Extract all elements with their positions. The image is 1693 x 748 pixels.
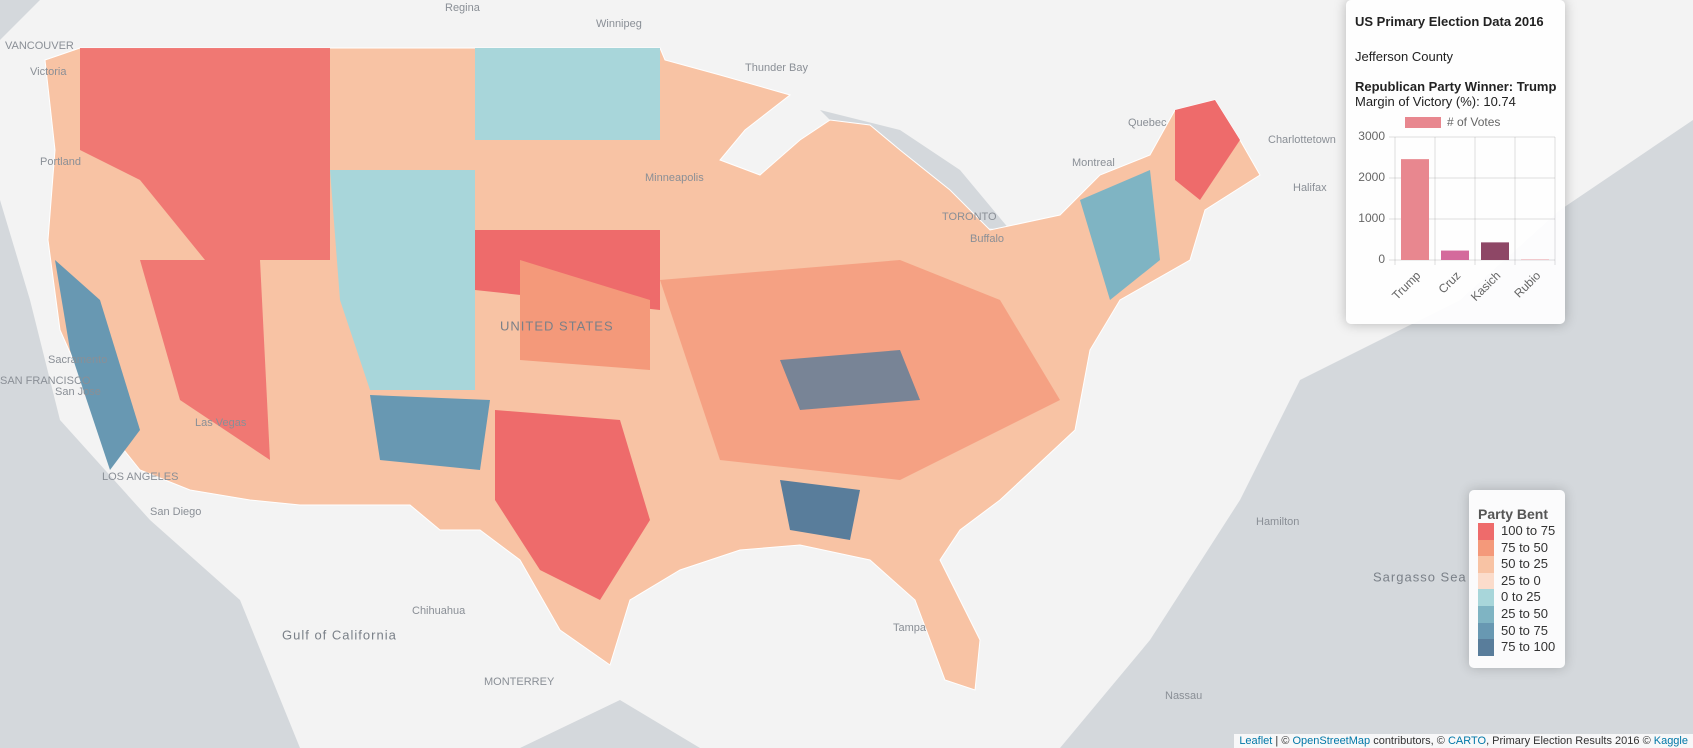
legend-swatch — [1478, 539, 1494, 557]
legend-item-label: 50 to 25 — [1501, 556, 1548, 572]
region-northwest[interactable] — [80, 48, 330, 260]
legend: Party Bent 100 to 75 75 to 50 50 to 25 25 t… — [1469, 490, 1565, 668]
legend-swatch — [1478, 556, 1494, 573]
place-label: Thunder Bay — [745, 62, 808, 74]
bar — [1481, 242, 1509, 260]
region-kansas[interactable] — [520, 260, 650, 370]
legend-swatch — [1478, 589, 1494, 606]
legend-item-label: 75 to 50 — [1501, 539, 1548, 555]
place-label: Montreal — [1072, 157, 1115, 169]
place-label: SAN FRANCISCO — [0, 375, 91, 387]
attribution-link[interactable]: CARTO — [1447, 735, 1487, 747]
attribution-link[interactable]: Kaggle — [1653, 735, 1688, 747]
info-panel: US Primary Election Data 2016 Jefferson … — [1346, 0, 1565, 324]
place-label: Winnipeg — [596, 18, 642, 30]
info-winner: Republican Party Winner: Trump — [1355, 79, 1557, 94]
place-label: Las Vegas — [195, 417, 247, 429]
x-tick-label: Kasich — [1468, 268, 1503, 303]
attribution-link[interactable]: Leaflet — [1239, 735, 1273, 747]
place-label: Portland — [40, 156, 81, 168]
region-nevada[interactable] — [140, 260, 270, 460]
legend-item-label: 0 to 25 — [1501, 589, 1541, 605]
place-label: Sargasso Sea — [1373, 569, 1467, 584]
y-tick-label: 3000 — [1358, 129, 1385, 143]
place-label: UNITED STATES — [500, 318, 614, 333]
info-margin: Margin of Victory (%): 10.74 — [1355, 94, 1516, 109]
place-label: Sacramento — [48, 354, 107, 366]
legend-item-label: 75 to 100 — [1501, 639, 1556, 655]
legend-item-label: 25 to 50 — [1501, 606, 1548, 621]
place-label: Minneapolis — [645, 172, 704, 184]
y-tick-label: 1000 — [1358, 211, 1385, 225]
legend-title: Party Bent — [1478, 506, 1549, 522]
place-label: San Diego — [150, 506, 201, 518]
info-county: Jefferson County — [1355, 49, 1454, 64]
legend-label: # of Votes — [1447, 115, 1500, 129]
place-label: TORONTO — [942, 211, 997, 223]
legend-swatch — [1478, 639, 1494, 656]
attribution-text: | © — [1272, 735, 1293, 747]
legend-item-label: 50 to 75 — [1501, 622, 1548, 638]
place-label: LOS ANGELES — [102, 471, 178, 483]
region-new-mexico[interactable] — [370, 395, 490, 470]
y-tick-label: 0 — [1378, 252, 1385, 266]
bar — [1401, 159, 1429, 260]
attribution: Leaflet | © OpenStreetMap contributors, … — [1234, 734, 1693, 748]
legend-swatch — [1478, 622, 1494, 640]
region-northeast[interactable] — [1080, 170, 1160, 300]
attribution-text: contributors, © — [1370, 735, 1448, 747]
x-tick-label: Cruz — [1436, 268, 1464, 296]
legend-item-label: 100 to 75 — [1501, 523, 1556, 538]
place-label: Buffalo — [970, 233, 1004, 245]
place-label: Nassau — [1165, 690, 1202, 702]
attribution-link[interactable]: OpenStreetMap — [1292, 735, 1371, 747]
place-label: Halifax — [1293, 182, 1327, 194]
place-label: San Jose — [55, 386, 101, 398]
place-label: Gulf of California — [282, 627, 397, 642]
x-tick-label: Rubio — [1511, 268, 1543, 300]
attribution-text: , Primary Election Results 2016 © — [1486, 735, 1654, 747]
region-mountain[interactable] — [330, 170, 475, 390]
place-label: Victoria — [30, 66, 67, 78]
legend-item-label: 25 to 0 — [1501, 572, 1541, 588]
y-tick-label: 2000 — [1358, 170, 1385, 184]
region-california-coast[interactable] — [55, 260, 140, 470]
legend-swatch — [1478, 572, 1494, 590]
votes-chart: # of Votes 0 1000 2000 3000 Trump Cruz Kasich Ru… — [1358, 115, 1556, 304]
region-texas[interactable] — [495, 410, 650, 600]
place-label: Chihuahua — [412, 605, 466, 617]
legend-swatch — [1478, 606, 1494, 623]
place-label: Charlottetown — [1268, 134, 1336, 146]
region-maine[interactable] — [1175, 100, 1240, 200]
place-label: Quebec — [1128, 117, 1167, 129]
bar — [1441, 250, 1469, 260]
place-label: Hamilton — [1256, 516, 1299, 528]
x-tick-label: Trump — [1389, 268, 1423, 302]
info-title: US Primary Election Data 2016 — [1355, 14, 1544, 29]
region-delta[interactable] — [780, 480, 860, 540]
legend-swatch — [1478, 523, 1494, 540]
legend-swatch — [1405, 117, 1441, 128]
place-label: Tampa — [893, 622, 927, 634]
place-label: Regina — [445, 2, 481, 14]
region-dakota[interactable] — [475, 48, 660, 140]
place-label: VANCOUVER — [5, 40, 74, 52]
place-label: MONTERREY — [484, 676, 555, 688]
region-appalachia[interactable] — [780, 350, 920, 410]
